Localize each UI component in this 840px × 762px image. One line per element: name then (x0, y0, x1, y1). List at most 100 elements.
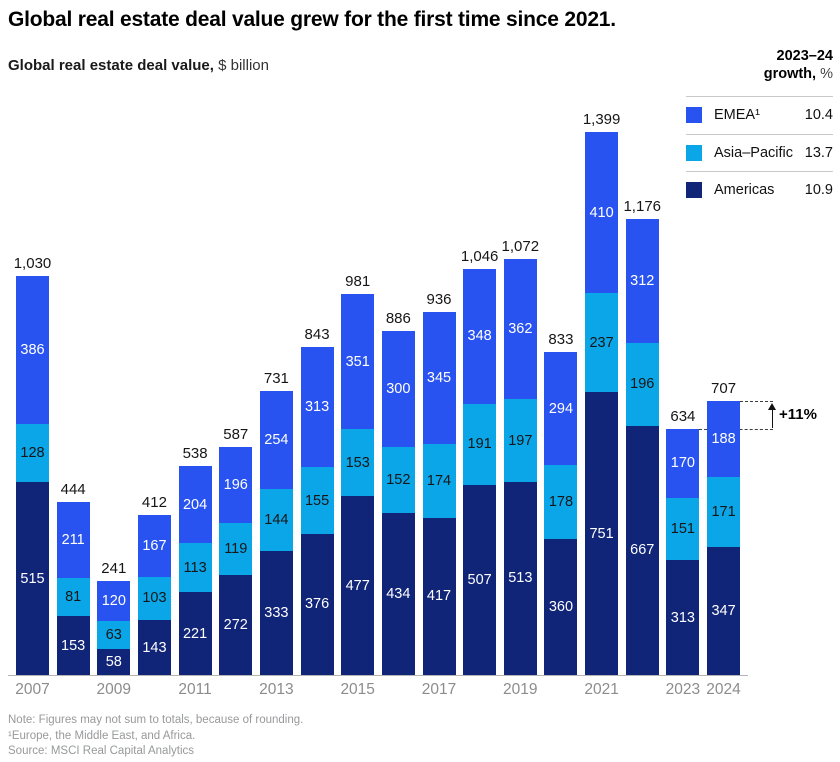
bar-2015: 351 153 477 (341, 294, 375, 675)
segment-asia-pacific-2019: 197 (503, 399, 537, 482)
segment-value-label: 348 (467, 328, 492, 345)
segment-asia-pacific-2022: 196 (625, 342, 659, 426)
legend-row-americas: Americas 10.9 (686, 171, 833, 209)
annotation-dash-to (740, 400, 773, 402)
legend-row-emea: EMEA¹ 10.4 (686, 96, 833, 134)
segment-value-label: 103 (142, 590, 167, 607)
bar-2020: 294 178 360 (544, 352, 578, 675)
segment-americas-2024: 347 (707, 546, 741, 675)
bar-2018: 348 191 507 (463, 268, 497, 675)
bar-2023: 170 151 313 (666, 428, 700, 675)
chart-subtitle: Global real estate deal value, $ billion (8, 57, 269, 74)
bar-2011: 204 113 221 (178, 466, 212, 675)
legend-header: 2023–24 growth, % (764, 47, 833, 83)
bar-total-label-2011: 538 (182, 445, 208, 463)
x-tick-2015: 2015 (340, 681, 375, 698)
bar-2008: 211 81 153 (56, 502, 90, 675)
segment-americas-2017: 417 (422, 517, 456, 675)
segment-value-label: 272 (223, 616, 248, 633)
segment-value-label: 119 (224, 541, 248, 558)
x-tick-2011: 2011 (178, 681, 212, 698)
segment-value-label: 153 (61, 637, 86, 654)
bar-2016: 300 152 434 (381, 331, 415, 675)
segment-value-label: 58 (105, 653, 122, 670)
bar-total-label-2024: 707 (711, 379, 737, 397)
legend-swatch-icon (686, 107, 702, 124)
segment-value-label: 376 (304, 596, 330, 613)
bar-total-label-2019: 1,072 (501, 237, 540, 255)
bar-total-label-2020: 833 (548, 331, 574, 349)
segment-americas-2011: 221 (178, 592, 212, 675)
x-tick-2013: 2013 (259, 681, 294, 698)
segment-americas-2013: 333 (259, 550, 293, 675)
footnote-rounding: Note: Figures may not sum to totals, bec… (8, 714, 304, 726)
segment-value-label: 410 (589, 204, 614, 221)
legend-swatch-icon (686, 182, 702, 199)
segment-value-label: 507 (467, 571, 492, 588)
segment-value-label: 221 (182, 625, 208, 642)
segment-americas-2012: 272 (219, 574, 253, 675)
segment-value-label: 434 (386, 586, 411, 603)
segment-value-label: 188 (711, 430, 736, 447)
segment-americas-2020: 360 (544, 539, 578, 675)
segment-value-label: 171 (711, 503, 736, 520)
segment-emea-2022: 312 (625, 218, 659, 343)
x-tick-2019: 2019 (503, 681, 538, 698)
bar-2019: 362 197 513 (503, 258, 537, 675)
bar-2014: 313 155 376 (300, 347, 334, 675)
bar-total-label-2007: 1,030 (13, 254, 52, 272)
segment-value-label: 81 (65, 589, 82, 606)
segment-asia-pacific-2008: 81 (56, 578, 90, 617)
segment-asia-pacific-2023: 151 (666, 497, 700, 561)
segment-value-label: 333 (264, 604, 289, 621)
segment-emea-2019: 362 (503, 258, 537, 400)
x-tick-2017: 2017 (421, 681, 457, 698)
segment-emea-2008: 211 (56, 502, 90, 579)
bar-2017: 345 174 417 (422, 311, 456, 675)
segment-value-label: 196 (223, 477, 248, 494)
segment-value-label: 477 (345, 577, 370, 594)
legend-growth-value: 10.9 (804, 182, 833, 199)
segment-value-label: 312 (630, 272, 655, 289)
segment-value-label: 170 (670, 455, 695, 472)
segment-value-label: 751 (589, 525, 614, 542)
segment-asia-pacific-2013: 144 (259, 489, 293, 551)
segment-value-label: 167 (142, 537, 167, 554)
x-axis-line (8, 675, 748, 676)
segment-asia-pacific-2021: 237 (585, 293, 619, 393)
x-tick-2021: 2021 (584, 681, 619, 698)
footnote-emea: ¹Europe, the Middle East, and Africa. (8, 729, 196, 742)
segment-value-label: 313 (304, 399, 330, 416)
segment-americas-2023: 313 (666, 560, 700, 675)
bar-2024: 188 171 347 (707, 400, 741, 675)
legend-header-growth: growth, (763, 66, 817, 82)
segment-emea-2018: 348 (463, 268, 497, 405)
segment-emea-2016: 300 (381, 331, 415, 448)
segment-emea-2015: 351 (341, 294, 375, 430)
chart-subtitle-bold: Global real estate deal value, (8, 57, 214, 74)
segment-value-label: 347 (711, 602, 736, 619)
segment-asia-pacific-2015: 153 (341, 429, 375, 497)
legend-swatch-icon (686, 144, 702, 161)
bar-total-label-2023: 634 (670, 407, 696, 425)
legend-header-period: 2023–24 (776, 48, 833, 64)
segment-value-label: 237 (589, 334, 614, 351)
segment-asia-pacific-2010: 103 (137, 576, 171, 621)
bar-2009: 120 63 58 (97, 581, 131, 675)
bar-2021: 410 237 751 (585, 132, 619, 675)
x-tick-2007: 2007 (15, 681, 50, 698)
segment-value-label: 196 (630, 376, 655, 393)
segment-asia-pacific-2017: 174 (422, 444, 456, 518)
bar-total-label-2014: 843 (304, 326, 330, 344)
bar-total-label-2013: 731 (263, 370, 289, 388)
legend-label: EMEA¹ (714, 107, 760, 124)
segment-americas-2016: 434 (381, 513, 415, 675)
segment-emea-2010: 167 (137, 514, 171, 577)
bar-total-label-2009: 241 (101, 560, 127, 578)
segment-americas-2007: 515 (16, 482, 49, 675)
segment-value-label: 113 (183, 559, 207, 576)
segment-value-label: 153 (345, 454, 370, 471)
segment-emea-2009: 120 (97, 581, 131, 622)
